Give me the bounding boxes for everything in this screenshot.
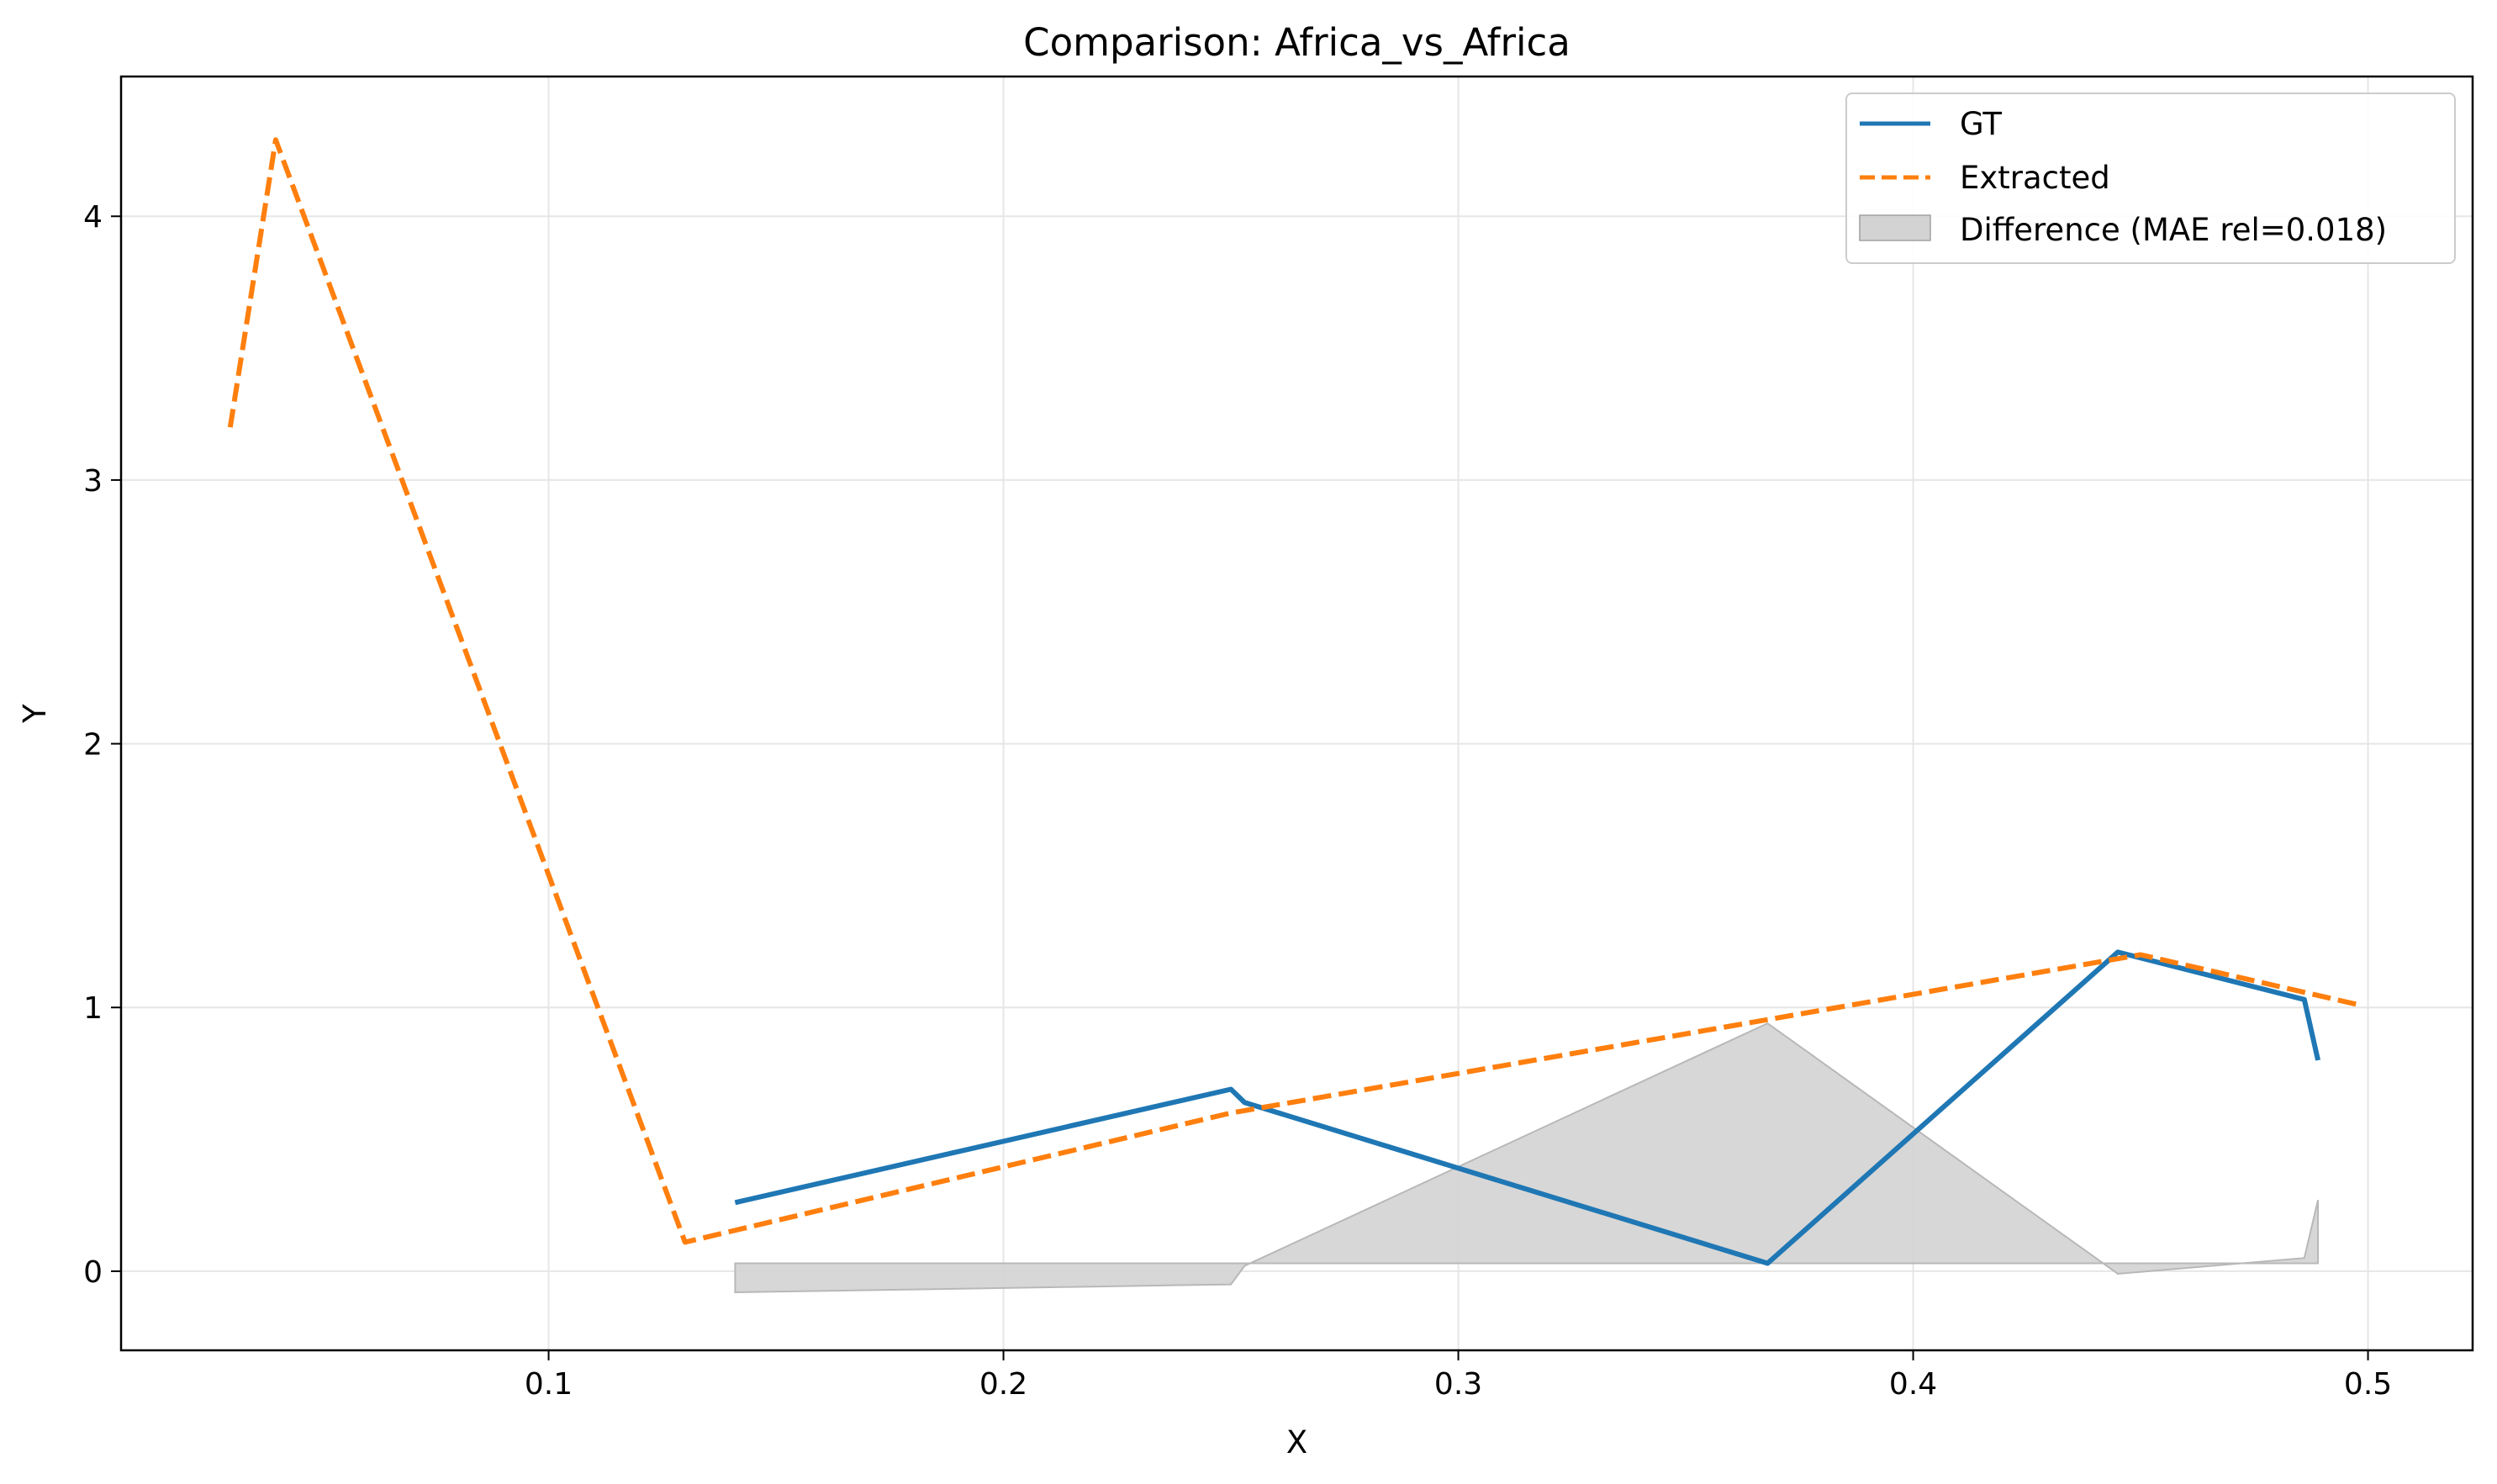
ticks: 0.1 0.2 0.3 0.4 0.5 0 1 2 3 4 [83, 200, 2392, 1402]
series-line-extracted [227, 137, 2360, 1245]
y-tick-label-2: 2 [83, 728, 103, 763]
difference-band [734, 1022, 2320, 1294]
x-tick-label-3: 0.4 [1889, 1367, 1937, 1402]
difference-band-layer [734, 1022, 2320, 1294]
plot-frame [119, 75, 2474, 1352]
series-layer [227, 137, 2360, 1266]
x-axis-label: X [1286, 1424, 1307, 1460]
y-tick-label-3: 3 [83, 464, 103, 499]
legend-difference-label: Difference (MAE rel=0.018) [1960, 212, 2387, 248]
chart-title: Comparison: Africa_vs_Africa [1023, 20, 1571, 65]
x-tick-label-4: 0.5 [2344, 1367, 2392, 1402]
legend-difference-swatch [1859, 214, 1931, 241]
series-line-gt [734, 949, 2321, 1266]
x-tick-label-2: 0.3 [1434, 1367, 1482, 1402]
legend: GT Extracted Difference (MAE rel=0.018) [1845, 92, 2456, 264]
y-tick-label-1: 1 [83, 991, 103, 1026]
legend-box [1845, 92, 2456, 264]
y-axis-label: Y [17, 704, 53, 724]
legend-extracted-label: Extracted [1960, 160, 2110, 196]
x-tick-label-1: 0.2 [979, 1367, 1027, 1402]
y-tick-label-4: 4 [83, 200, 103, 235]
legend-gt-label: GT [1960, 106, 2002, 142]
y-tick-label-0: 0 [83, 1255, 103, 1290]
x-tick-label-0: 0.1 [525, 1367, 573, 1402]
